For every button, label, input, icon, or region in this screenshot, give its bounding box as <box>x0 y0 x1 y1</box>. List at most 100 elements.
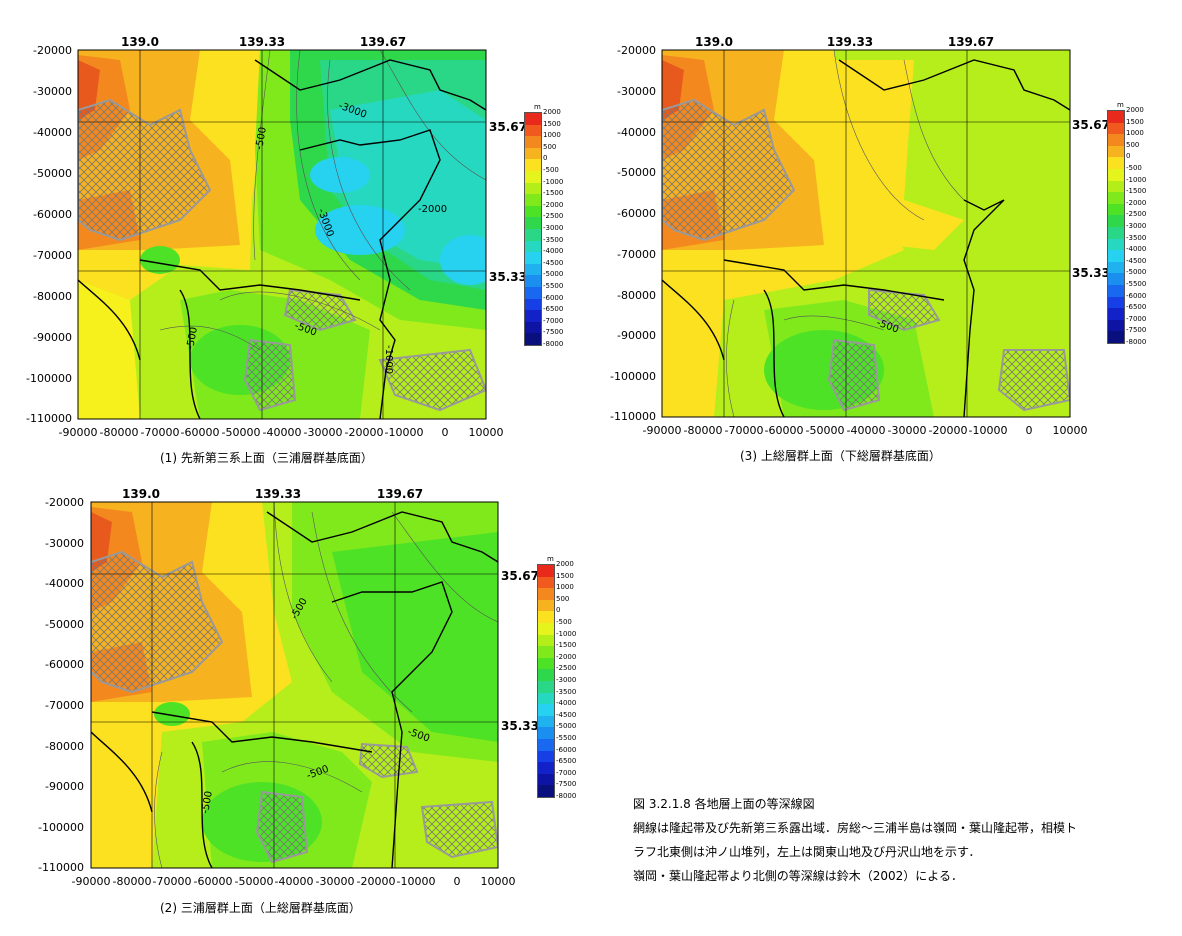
y-tick: -30000 <box>617 85 656 98</box>
colorbar-segment <box>538 704 554 716</box>
colorbar-segment <box>1108 319 1124 332</box>
y-tick: -110000 <box>610 410 656 423</box>
colorbar-segment <box>1108 261 1124 274</box>
y-tick: -30000 <box>33 85 72 98</box>
colorbar-tick: -8000 <box>543 340 564 348</box>
x-tick: -90000 <box>642 424 682 437</box>
panel-caption: (2) 三浦層群上面（上総層群基底面） <box>160 901 361 915</box>
colorbar-segment <box>538 680 554 693</box>
x-tick: -90000 <box>58 426 98 439</box>
colorbar-tick: -6000 <box>556 745 577 754</box>
x-tick: 10000 <box>480 875 516 888</box>
colorbar-tick: -500 <box>556 618 572 626</box>
y-tick: -50000 <box>33 167 72 180</box>
longitude-label: 139.0 <box>122 487 160 501</box>
colorbar-segment <box>538 588 554 600</box>
colorbar: m 2000 1500 1000 500 0 -500 -1000 -1500 -2000 -25… <box>524 104 570 349</box>
colorbar-tick: -5500 <box>556 734 577 742</box>
longitude-label: 139.33 <box>826 35 874 49</box>
colorbar-segment <box>525 217 541 229</box>
longitude-label: 139.67 <box>376 487 424 501</box>
panel-caption: (3) 上総層群上面（下総層群基底面） <box>740 449 941 463</box>
colorbar-tick: -3000 <box>543 224 564 232</box>
colorbar-tick: -1500 <box>543 189 564 198</box>
colorbar-segment <box>1108 192 1124 204</box>
colorbar-unit: m <box>1117 101 1124 109</box>
x-tick: -80000 <box>683 424 723 437</box>
colorbar-tick: -2000 <box>543 200 564 209</box>
longitude-label: 139.67 <box>359 35 407 49</box>
x-tick: -40000 <box>262 426 302 439</box>
colorbar-tick: -5500 <box>543 282 564 290</box>
colorbar-segment <box>1108 250 1124 262</box>
colorbar-unit: m <box>534 103 541 111</box>
figure-caption-line: 網線は隆起帯及び先新第三系露出域．房総～三浦半島は嶺岡・葉山隆起帯，相模ト <box>633 821 1078 835</box>
colorbar-tick: -4000 <box>1126 245 1147 254</box>
latitude-label: 35.33 <box>501 719 539 733</box>
colorbar-segment <box>525 147 541 160</box>
colorbar-tick: -5000 <box>556 722 577 731</box>
colorbar-tick: 1000 <box>543 131 561 140</box>
colorbar-tick: 0 <box>543 154 548 163</box>
colorbar-segment <box>1108 180 1124 193</box>
colorbar-segment <box>1108 215 1124 227</box>
y-tick: -50000 <box>45 618 84 631</box>
colorbar-tick: -8000 <box>1126 338 1147 346</box>
colorbar-tick: 0 <box>556 606 561 615</box>
x-tick: -30000 <box>303 426 343 439</box>
colorbar-tick: 1000 <box>1126 129 1144 138</box>
x-tick: -20000 <box>928 424 968 437</box>
map-panel-1: -3000 -3000 -500 -500 -2000 -500 -1000 <box>77 49 487 420</box>
figure-title: 図 3.2.1.8 各地層上面の等深線図 <box>633 797 815 811</box>
colorbar-segment <box>538 715 554 728</box>
colorbar-segment <box>525 333 541 345</box>
y-tick: -80000 <box>45 740 84 753</box>
colorbar-segment <box>538 727 554 739</box>
contour-label: -1000 <box>383 345 394 374</box>
colorbar-tick: 1500 <box>543 119 561 128</box>
colorbar-tick: -3500 <box>556 687 577 696</box>
colorbar-segment <box>538 669 554 681</box>
colorbar-tick: -7000 <box>1126 314 1147 323</box>
y-tick: -90000 <box>45 780 84 793</box>
colorbar-tick: 1500 <box>1126 117 1144 126</box>
colorbar-segment <box>538 622 554 635</box>
colorbar-tick: -500 <box>1126 164 1142 172</box>
colorbar-tick: -7000 <box>543 316 564 325</box>
colorbar-tick: -4500 <box>543 258 564 267</box>
colorbar-segment <box>538 646 554 658</box>
x-tick: -70000 <box>152 875 192 888</box>
longitude-label: 139.0 <box>695 35 733 49</box>
latitude-label: 35.33 <box>489 270 527 284</box>
y-tick: -90000 <box>617 329 656 342</box>
x-tick: -70000 <box>724 424 764 437</box>
longitude-label: 139.67 <box>947 35 995 49</box>
x-tick: -40000 <box>846 424 886 437</box>
colorbar-tick: -5000 <box>543 270 564 279</box>
colorbar-tick: 0 <box>1126 152 1131 161</box>
colorbar-segment <box>1108 168 1124 181</box>
longitude-label: 139.33 <box>254 487 302 501</box>
colorbar-segment <box>538 773 554 786</box>
colorbar-segment <box>538 565 554 577</box>
map-panel-3: -500 <box>661 49 1071 418</box>
colorbar-tick: -1500 <box>556 641 577 650</box>
y-tick: -70000 <box>617 248 656 261</box>
y-tick: -70000 <box>45 699 84 712</box>
colorbar-tick: -7500 <box>543 328 564 337</box>
colorbar-segment <box>1108 284 1124 297</box>
y-tick: -60000 <box>33 208 72 221</box>
colorbar-segment <box>525 310 541 322</box>
colorbar: m 2000 1500 1000 500 0 -500 -1000 -1500 -2000 -25… <box>537 556 583 801</box>
colorbar-tick: 500 <box>543 142 557 151</box>
colorbar-segment <box>525 170 541 183</box>
colorbar-tick: -3500 <box>543 235 564 244</box>
colorbar-tick: -4000 <box>543 247 564 256</box>
colorbar-segment <box>1108 145 1124 158</box>
longitude-label: 139.33 <box>238 35 286 49</box>
y-tick: -60000 <box>617 207 656 220</box>
x-tick: -60000 <box>764 424 804 437</box>
colorbar-segment <box>1108 226 1124 239</box>
colorbar-tick: -7500 <box>1126 326 1147 335</box>
colorbar-tick: -1000 <box>1126 175 1147 184</box>
